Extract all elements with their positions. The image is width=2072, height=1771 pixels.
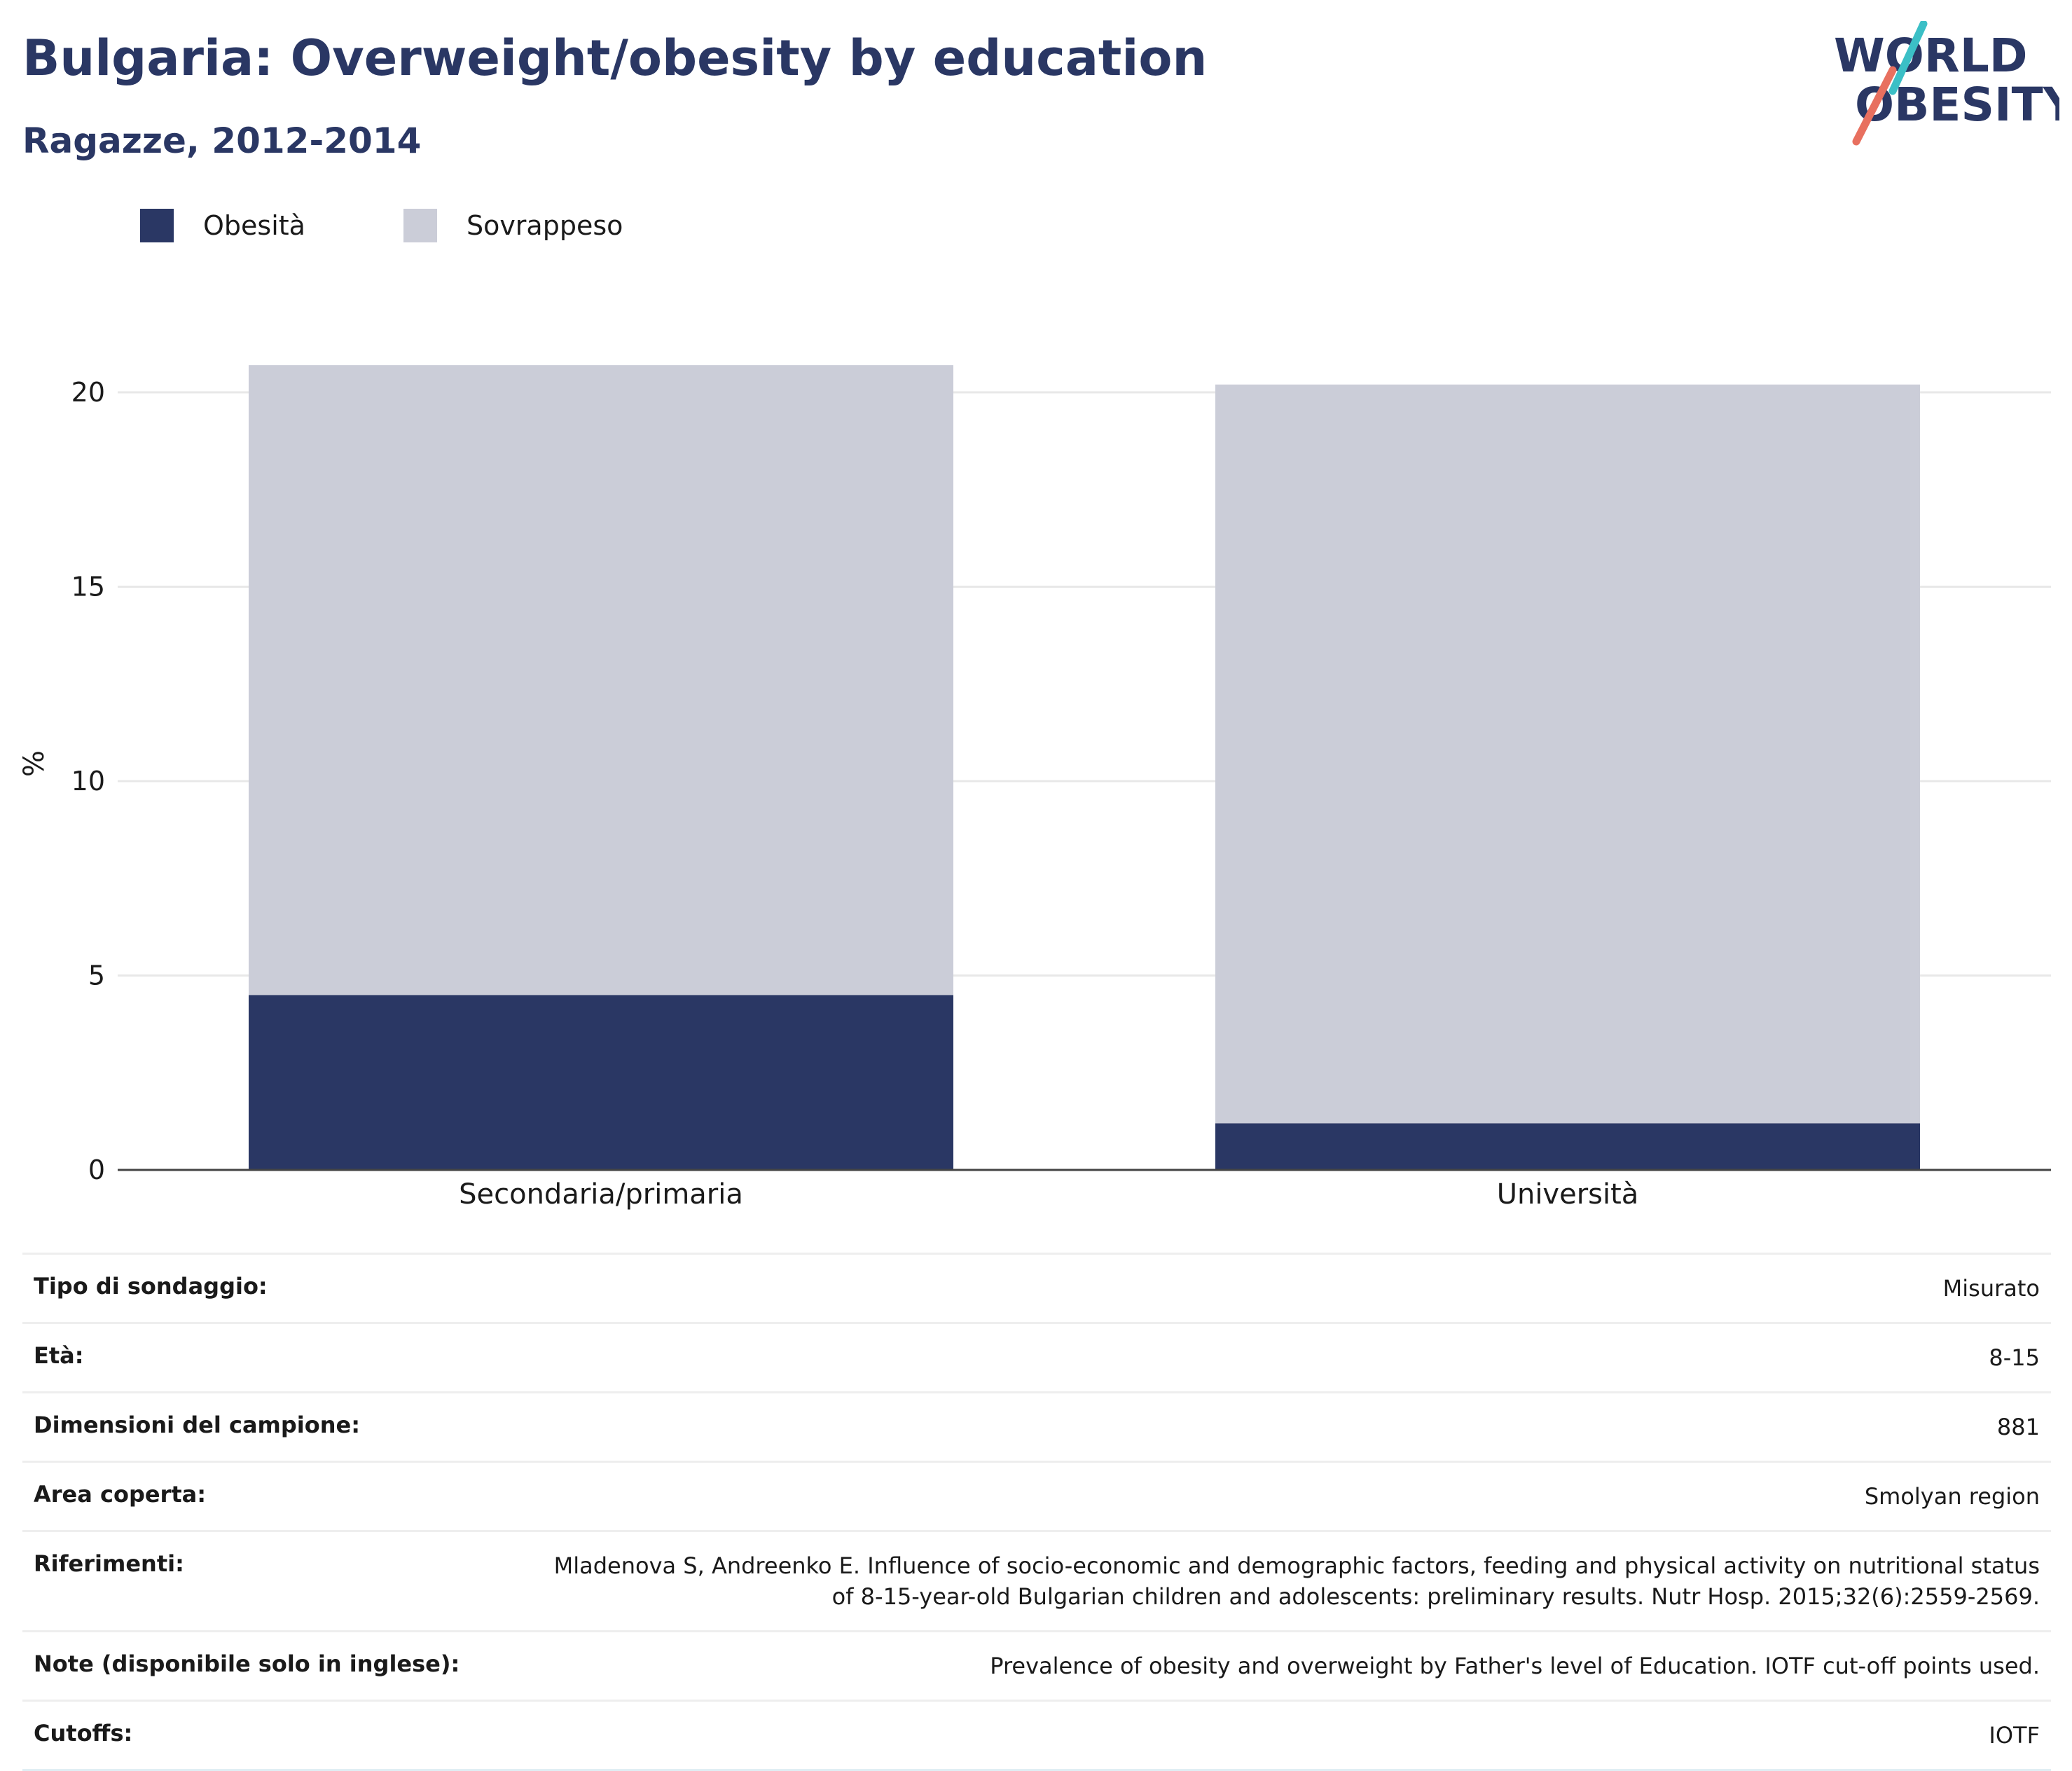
info-key: Note (disponibile solo in inglese):	[34, 1651, 460, 1677]
bar-obesity[interactable]	[249, 995, 953, 1170]
logo-slash-red	[1852, 66, 1897, 146]
y-tick-label: 20	[71, 377, 105, 408]
info-key: Cutoffs:	[34, 1720, 133, 1746]
legend-swatch-overweight	[403, 209, 437, 242]
info-row: Età: 8-15	[22, 1323, 2051, 1393]
bar-overweight[interactable]	[1215, 384, 1920, 1124]
info-key: Riferimenti:	[34, 1550, 184, 1577]
world-obesity-logo: WORLD OBESITY	[1834, 21, 2059, 146]
y-tick-label: 5	[88, 960, 105, 991]
info-key: Area coperta:	[34, 1481, 207, 1508]
info-row: Tipo di sondaggio: Misurato	[22, 1253, 2051, 1323]
bar-overweight[interactable]	[249, 365, 953, 995]
chart-legend: Obesità Sovrappeso	[140, 207, 721, 244]
chart-title: Bulgaria: Overweight/obesity by educatio…	[22, 29, 1208, 87]
info-value: IOTF	[1989, 1722, 2040, 1749]
legend-swatch-obesity	[140, 209, 174, 242]
logo-slash-teal	[1888, 21, 1928, 95]
logo-line-1: WORLD	[1834, 29, 2028, 83]
stacked-bar-chart: 0 5 10 15 20 Secondaria/primaria Università %	[18, 365, 2051, 1211]
info-key: Dimensioni del campione:	[34, 1412, 361, 1438]
chart-subtitle: Ragazze, 2012-2014	[22, 120, 422, 161]
info-row: Note (disponibile solo in inglese): Preva…	[22, 1631, 2051, 1701]
info-value: 8-15	[1989, 1344, 2040, 1371]
info-row: Dimensioni del campione: 881	[22, 1392, 2051, 1462]
info-value: 881	[1996, 1414, 2040, 1440]
legend-label-overweight: Sovrappeso	[466, 210, 623, 241]
legend-item-obesity[interactable]: Obesità	[140, 209, 305, 242]
axes: 0 5 10 15 20 Secondaria/primaria Università	[71, 377, 2051, 1211]
info-key: Tipo di sondaggio:	[34, 1273, 268, 1300]
legend-label-obesity: Obesità	[203, 210, 305, 241]
legend-item-overweight[interactable]: Sovrappeso	[403, 209, 623, 242]
x-category-label: Secondaria/primaria	[459, 1178, 743, 1211]
y-tick-label: 10	[71, 766, 105, 797]
info-row: Riferimenti: Mladenova S, Andreenko E. In…	[22, 1531, 2051, 1632]
x-category-label: Università	[1497, 1178, 1639, 1211]
info-value: Smolyan region	[1864, 1483, 2040, 1510]
info-row: Area coperta: Smolyan region	[22, 1461, 2051, 1531]
y-tick-label: 0	[88, 1155, 105, 1185]
info-value: Prevalence of obesity and overweight by …	[990, 1653, 2040, 1679]
info-value: Mladenova S, Andreenko E. Influence of s…	[553, 1552, 2040, 1610]
info-key: Età:	[34, 1342, 84, 1369]
y-axis-label: %	[18, 750, 50, 777]
info-value: Misurato	[1942, 1275, 2040, 1302]
y-tick-label: 15	[71, 572, 105, 602]
survey-info-table: Tipo di sondaggio: Misurato Età: 8-15 Dimens…	[22, 1253, 2051, 1771]
logo-line-2: OBESITY	[1855, 78, 2059, 132]
bar-obesity[interactable]	[1215, 1123, 1920, 1170]
bars	[249, 365, 1920, 1170]
info-row: Cutoffs: IOTF	[22, 1700, 2051, 1770]
